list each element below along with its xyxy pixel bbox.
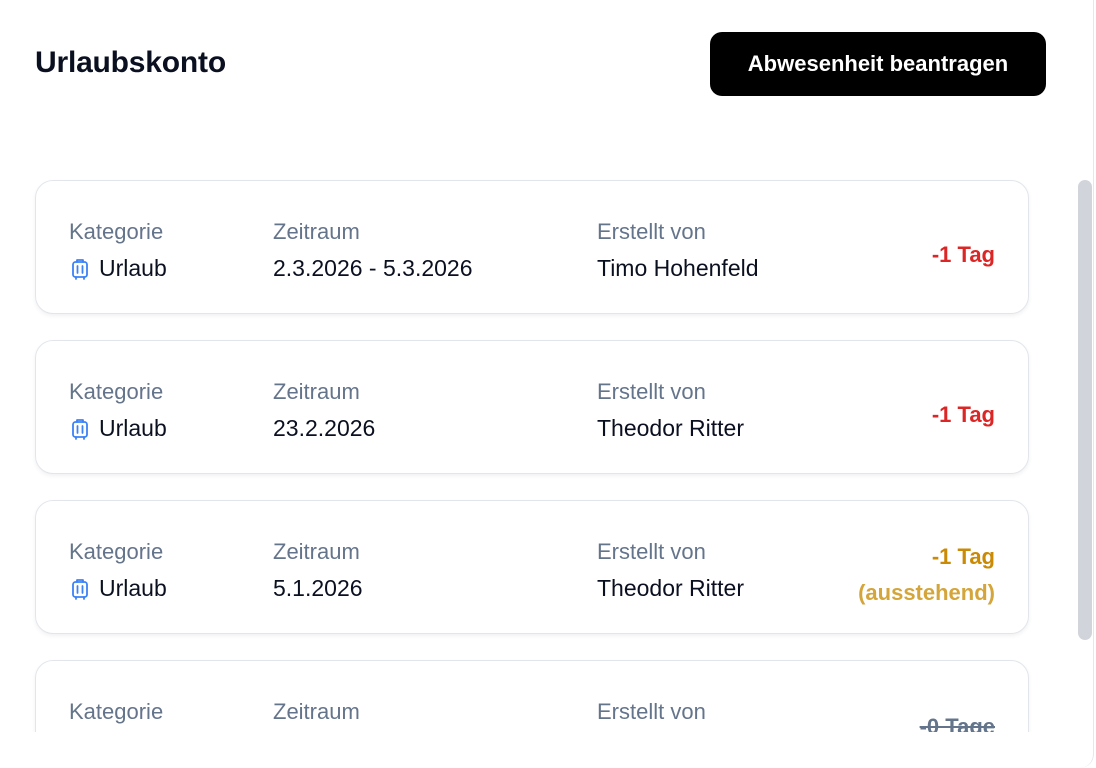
day-amount-value: -1 Tag	[931, 242, 995, 267]
day-amount-value: -1 Tag	[931, 544, 995, 569]
period-value: 23.2.2026	[273, 415, 376, 441]
created-by-label: Erstellt von	[597, 219, 706, 244]
absence-list: Kategorie Urlaub Zeitraum 2.3.2026 - 5.3…	[35, 180, 1029, 732]
suitcase-icon	[72, 258, 88, 280]
created-by-value: Timo Hohenfeld	[597, 255, 759, 281]
day-amount-value: -1 Tag	[931, 402, 995, 427]
category-value: Urlaub	[69, 415, 167, 442]
scrollbar[interactable]	[1076, 180, 1093, 640]
created-by-value: Theodor Ritter	[597, 415, 745, 441]
category-label: Kategorie	[69, 539, 164, 564]
pending-status: (ausstehend)	[858, 580, 995, 605]
category-label: Kategorie	[69, 219, 164, 244]
period-label: Zeitraum	[273, 219, 360, 244]
absence-entry-card[interactable]: Kategorie Zeitraum Erstellt von -0 Tage	[35, 660, 1029, 732]
category-label: Kategorie	[69, 379, 164, 404]
suitcase-icon	[72, 418, 88, 440]
created-by-label: Erstellt von	[597, 379, 706, 404]
category-text: Urlaub	[99, 255, 167, 281]
absence-entry-card[interactable]: Kategorie Urlaub Zeitraum 23.2.2026 Erst…	[35, 340, 1029, 474]
day-amount: -1 Tag (ausstehend)	[858, 539, 995, 611]
period-label: Zeitraum	[273, 539, 360, 564]
request-absence-button[interactable]: Abwesenheit beantragen	[710, 32, 1046, 96]
category-value: Urlaub	[69, 255, 167, 282]
absence-entry-card[interactable]: Kategorie Urlaub Zeitraum 2.3.2026 - 5.3…	[35, 180, 1029, 314]
day-amount-value: -0 Tage	[919, 714, 995, 732]
day-amount: -1 Tag	[932, 237, 995, 273]
category-value: Urlaub	[69, 575, 167, 602]
period-label: Zeitraum	[273, 379, 360, 404]
period-value: 2.3.2026 - 5.3.2026	[273, 255, 473, 281]
category-text: Urlaub	[99, 415, 167, 441]
suitcase-icon	[72, 578, 88, 600]
day-amount: -0 Tage	[920, 709, 995, 732]
category-label: Kategorie	[69, 699, 164, 724]
created-by-label: Erstellt von	[597, 539, 706, 564]
scrollbar-thumb[interactable]	[1078, 180, 1092, 640]
period-value: 5.1.2026	[273, 575, 363, 601]
absence-entry-card[interactable]: Kategorie Urlaub Zeitraum 5.1.2026 Erste…	[35, 500, 1029, 634]
day-amount: -1 Tag	[932, 397, 995, 433]
page-title: Urlaubskonto	[35, 46, 226, 79]
created-by-value: Theodor Ritter	[597, 575, 745, 601]
created-by-label: Erstellt von	[597, 699, 706, 724]
category-text: Urlaub	[99, 575, 167, 601]
period-label: Zeitraum	[273, 699, 360, 724]
